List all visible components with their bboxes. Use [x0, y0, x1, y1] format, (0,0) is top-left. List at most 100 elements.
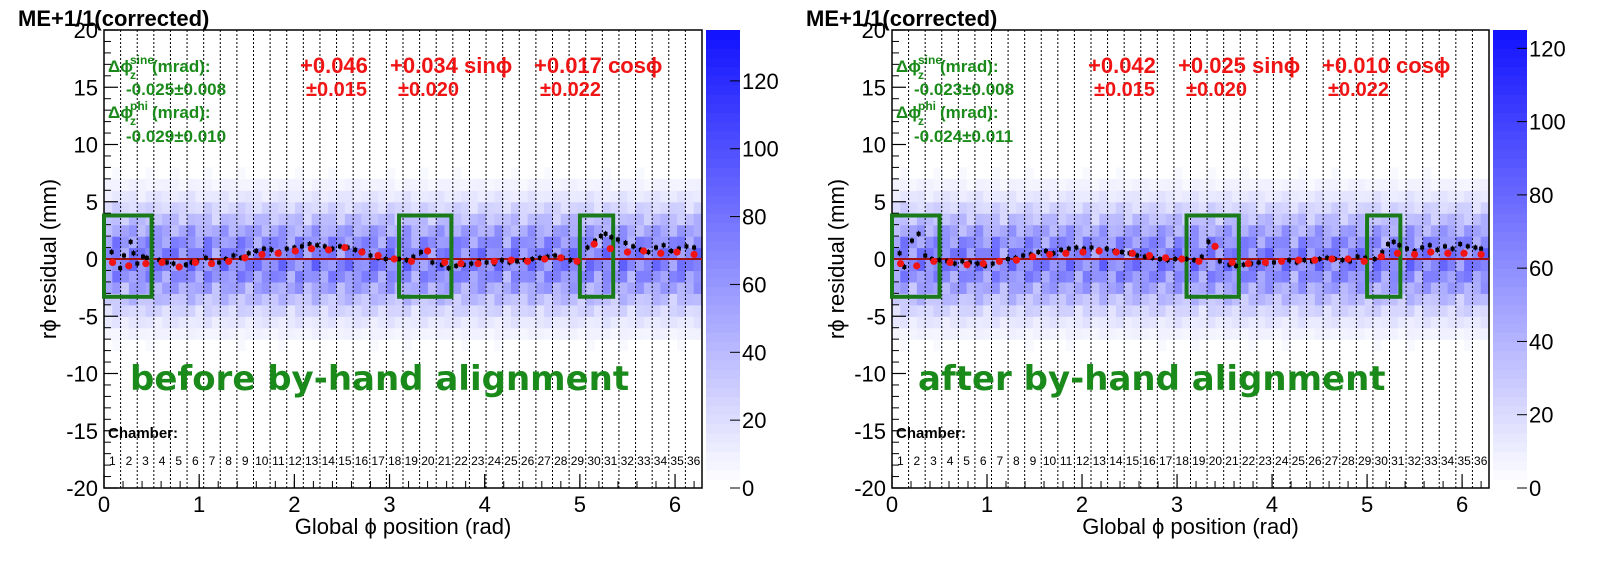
density-bin — [1281, 224, 1291, 237]
density-bin — [1480, 201, 1490, 214]
density-bin — [328, 236, 338, 249]
density-bin — [211, 316, 221, 329]
density-bin — [195, 259, 205, 272]
density-bin — [544, 167, 554, 180]
density-bin — [178, 236, 188, 249]
chamber-mean-point — [341, 243, 349, 252]
density-bin — [1265, 201, 1275, 214]
density-bin — [112, 316, 122, 329]
density-bin — [137, 270, 147, 283]
density-bin — [319, 190, 329, 203]
density-bin — [1032, 304, 1042, 317]
density-bin — [369, 293, 379, 306]
density-bin — [361, 316, 371, 329]
chamber-mean-point — [307, 245, 316, 253]
density-bin — [1074, 270, 1084, 283]
density-bin — [245, 281, 255, 294]
density-bin — [1190, 247, 1200, 260]
density-bin — [295, 259, 304, 272]
dphi-phi-sup: phi — [918, 99, 936, 113]
density-bin — [1414, 270, 1424, 283]
density-bin — [1372, 270, 1382, 283]
density-bin — [660, 281, 670, 294]
density-bin — [544, 293, 554, 306]
chamber-mean-point — [1228, 258, 1236, 267]
colorbar-bin — [706, 469, 740, 480]
profile-point — [121, 253, 126, 258]
density-bin — [336, 178, 346, 191]
density-bin — [1306, 190, 1316, 203]
density-bin — [361, 270, 371, 283]
density-bin — [544, 213, 554, 226]
density-bin — [153, 316, 163, 329]
density-bin — [925, 304, 935, 317]
chamber-mean-point — [1393, 249, 1402, 257]
density-bin — [535, 247, 545, 260]
density-bin — [1306, 236, 1316, 249]
density-bin — [1265, 213, 1275, 226]
density-bin — [1008, 190, 1017, 203]
profile-point — [1059, 247, 1064, 252]
colorbar-bin — [706, 57, 740, 68]
chamber-mean-point — [325, 246, 333, 254]
density-bin — [668, 259, 678, 272]
colorbar-bin — [1493, 442, 1527, 452]
density-bin — [585, 270, 595, 283]
density-bin — [203, 281, 213, 294]
density-bin — [228, 316, 238, 329]
colorbar-bin — [1493, 313, 1527, 324]
profile-point — [299, 244, 304, 249]
density-bin — [627, 281, 637, 294]
density-bin — [120, 293, 130, 306]
density-bin — [220, 178, 230, 191]
density-bin — [1157, 304, 1167, 317]
density-bin — [1041, 304, 1051, 317]
density-bin — [1182, 178, 1192, 191]
density-bin — [1439, 178, 1449, 191]
profile-point — [1233, 263, 1238, 268]
density-bin — [660, 293, 670, 306]
y-tick-label: 10 — [74, 133, 98, 158]
density-bin — [104, 281, 113, 294]
density-bin — [958, 213, 968, 226]
density-bin — [112, 327, 122, 340]
density-bin — [270, 293, 280, 306]
density-bin — [1406, 247, 1415, 260]
density-bin — [1472, 201, 1482, 214]
density-bin — [585, 224, 595, 237]
density-bin — [1157, 293, 1167, 306]
density-bin — [1248, 281, 1258, 294]
density-bin — [974, 327, 984, 340]
chamber-mean-point — [946, 258, 954, 267]
density-bin — [469, 236, 479, 249]
density-bin — [660, 259, 670, 272]
density-bin — [1281, 281, 1291, 294]
density-bin — [1306, 201, 1316, 214]
density-bin — [1149, 316, 1158, 329]
density-bin — [1124, 281, 1134, 294]
density-bin — [1323, 316, 1333, 329]
density-bin — [941, 327, 951, 340]
density-bin — [477, 178, 487, 191]
density-bin — [908, 178, 918, 191]
density-bin — [286, 178, 296, 191]
density-bin — [211, 213, 221, 226]
profile-point — [418, 250, 423, 255]
profile-point — [217, 260, 222, 265]
density-bin — [552, 270, 562, 283]
density-bin — [1298, 270, 1308, 283]
colorbar-bin — [1493, 277, 1527, 288]
colorbar-bin — [1493, 167, 1527, 178]
density-bin — [668, 213, 678, 226]
density-bin — [211, 293, 221, 306]
density-bin — [685, 236, 695, 249]
density-bin — [1356, 270, 1366, 283]
density-bin — [983, 224, 993, 237]
density-bin — [378, 224, 387, 237]
density-bin — [908, 316, 918, 329]
density-bin — [594, 178, 603, 191]
density-bin — [486, 293, 495, 306]
density-bin — [1140, 201, 1150, 214]
